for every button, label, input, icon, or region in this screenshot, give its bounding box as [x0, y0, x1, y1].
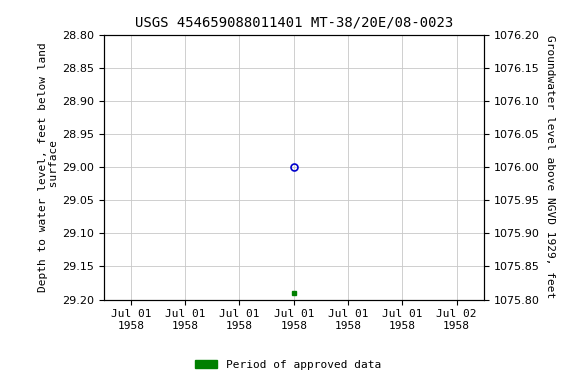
Legend: Period of approved data: Period of approved data: [191, 356, 385, 375]
Y-axis label: Depth to water level, feet below land
 surface: Depth to water level, feet below land su…: [37, 42, 59, 292]
Title: USGS 454659088011401 MT-38/20E/08-0023: USGS 454659088011401 MT-38/20E/08-0023: [135, 15, 453, 29]
Y-axis label: Groundwater level above NGVD 1929, feet: Groundwater level above NGVD 1929, feet: [545, 35, 555, 299]
